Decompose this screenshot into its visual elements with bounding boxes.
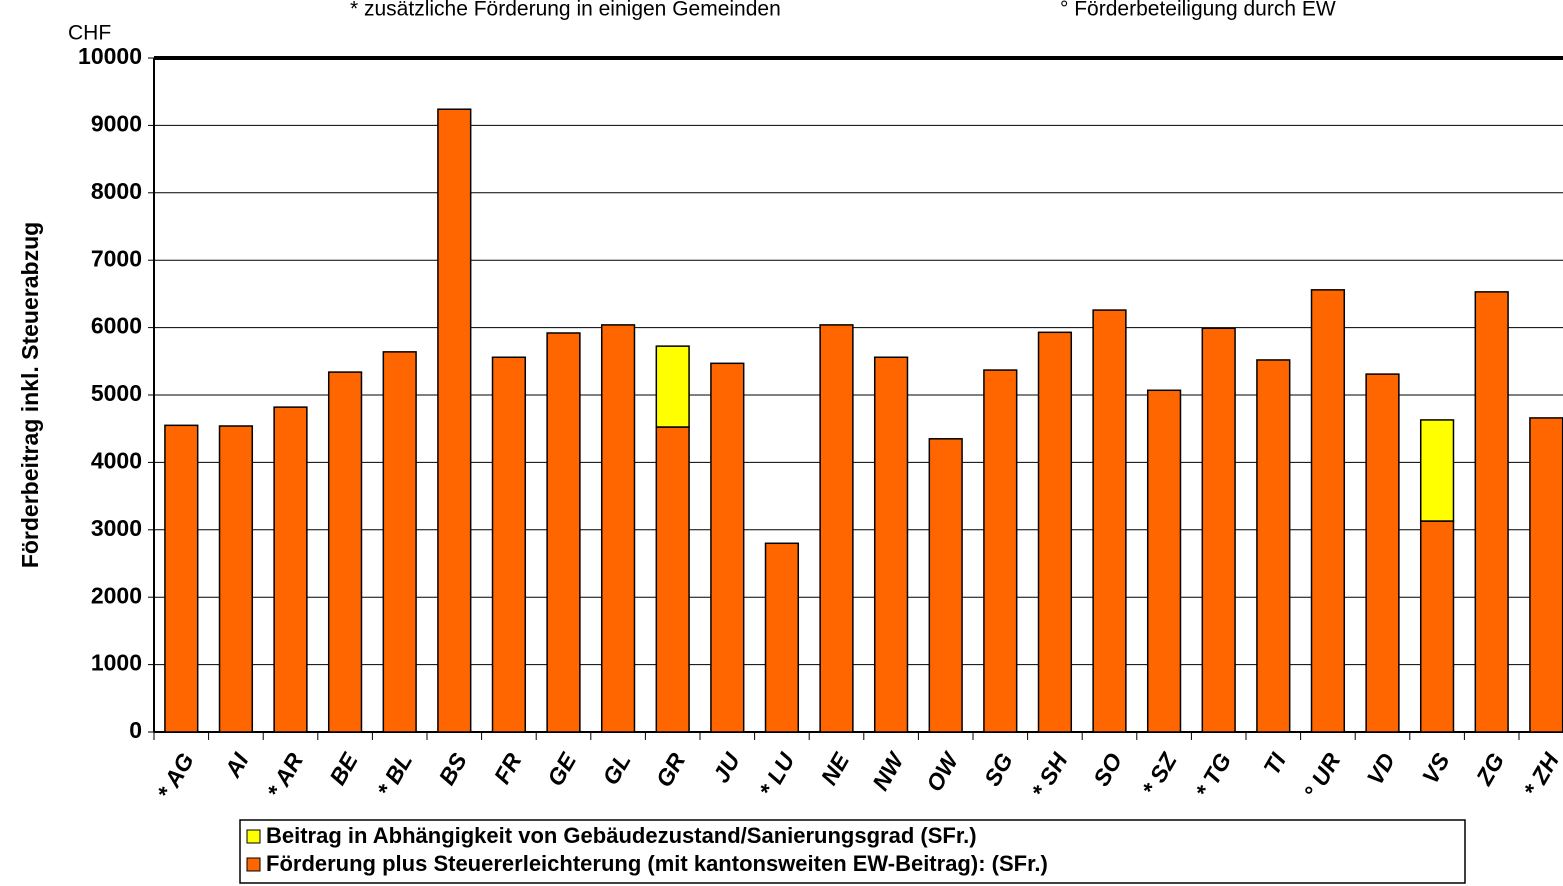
bar	[1037, 331, 1073, 733]
legend	[239, 819, 1466, 884]
x-tick-label: * AR	[262, 748, 309, 803]
y-tick-label: 5000	[91, 380, 142, 406]
bar	[1256, 359, 1291, 733]
y-tick-label: 1000	[91, 650, 142, 676]
x-tick-label: GL	[597, 749, 635, 790]
x-tick-label: GE	[542, 748, 581, 790]
x-tick-label: NE	[816, 748, 855, 789]
y-tick-label: 0	[129, 717, 142, 743]
bar	[546, 332, 581, 733]
bar	[655, 345, 690, 428]
bar	[1201, 327, 1236, 733]
bar	[273, 406, 308, 733]
unit-label: CHF	[68, 22, 111, 45]
bar	[218, 425, 254, 733]
y-tick-label: 2000	[91, 582, 142, 608]
x-tick-label: TI	[1258, 748, 1291, 779]
x-tick-label: * SZ	[1137, 748, 1182, 801]
x-tick-label: * ZH	[1518, 748, 1563, 801]
legend-swatch	[246, 829, 261, 844]
y-tick-label: 9000	[91, 110, 142, 136]
x-tick-label: * SH	[1026, 748, 1072, 802]
x-tick-label: VS	[1417, 748, 1455, 788]
bar	[1365, 373, 1400, 733]
y-tick-label: 7000	[91, 245, 142, 271]
bar	[928, 438, 963, 733]
legend-label: Beitrag in Abhängigkeit von Gebäudezusta…	[266, 823, 977, 848]
bar	[1419, 520, 1455, 733]
y-axis-label: Förderbeitrag inkl. Steuerabzug	[17, 222, 43, 568]
bar	[873, 356, 909, 733]
x-tick-label: FR	[489, 748, 527, 788]
legend-label: Förderung plus Steuererleichterung (mit …	[266, 851, 1048, 876]
bar	[1419, 419, 1455, 522]
bar	[164, 424, 199, 733]
bar	[764, 542, 800, 733]
y-tick-label: 8000	[91, 178, 142, 204]
x-tick-label: ZG	[1470, 748, 1509, 790]
x-tick-label: SO	[1088, 748, 1127, 790]
bar	[710, 362, 745, 733]
x-tick-label: JU	[708, 747, 746, 787]
legend-swatch	[246, 857, 261, 872]
annotation: * zusätzliche Förderung in einigen Gemei…	[350, 0, 781, 21]
x-tick-label: SG	[979, 748, 1018, 790]
bar	[1474, 291, 1509, 733]
x-tick-label: * TG	[1190, 748, 1236, 802]
bar	[655, 426, 690, 733]
y-tick-label: 6000	[91, 313, 142, 339]
x-tick-label: NW	[867, 747, 910, 795]
bar	[983, 369, 1018, 733]
x-tick-label: * LU	[754, 747, 800, 801]
x-tick-label: VD	[1362, 749, 1400, 790]
y-tick-label: 10000	[78, 43, 142, 69]
annotation: ° Förderbeteiligung durch EW	[1060, 0, 1336, 21]
bar	[1529, 417, 1563, 733]
x-tick-label: * BL	[372, 749, 418, 802]
bar	[437, 108, 472, 733]
bar	[819, 324, 854, 733]
bar	[327, 371, 363, 733]
x-tick-label: BS	[433, 748, 472, 789]
y-tick-label: 3000	[91, 515, 142, 541]
x-tick-label: BE	[324, 748, 363, 789]
bar	[1310, 289, 1346, 733]
x-tick-label: AI	[219, 748, 254, 782]
bar	[1146, 389, 1182, 733]
x-tick-label: ° UR	[1299, 748, 1346, 804]
x-tick-label: * AG	[152, 748, 199, 804]
bar	[600, 324, 636, 733]
bar	[382, 351, 417, 733]
bar	[491, 356, 527, 733]
x-tick-label: OW	[921, 747, 964, 796]
y-tick-label: 4000	[91, 447, 142, 473]
x-tick-label: GR	[651, 748, 691, 791]
bar	[1092, 309, 1127, 733]
